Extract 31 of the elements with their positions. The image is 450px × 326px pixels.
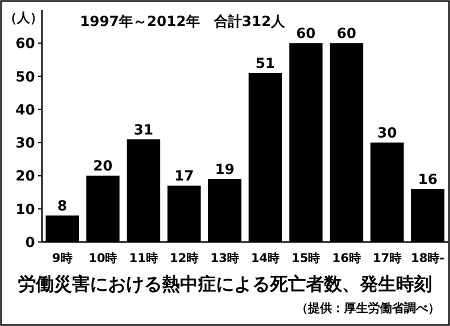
x-tick-label: 17時 — [372, 251, 402, 265]
data-label: 8 — [57, 198, 68, 214]
data-label: 31 — [134, 122, 154, 138]
data-label: 20 — [93, 158, 113, 175]
x-tick-label: 15時 — [292, 251, 320, 265]
y-tick-label: 0 — [25, 235, 36, 251]
data-label: 60 — [296, 26, 316, 42]
text: （提供：厚生労働省調べ） — [296, 301, 440, 315]
y-tick-label: 50 — [16, 69, 36, 86]
y-tick-label: 60 — [16, 36, 36, 52]
data-label: 30 — [377, 126, 398, 142]
data-label: 60 — [336, 26, 356, 42]
x-tick-label: 12時 — [170, 251, 198, 265]
x-tick-label: 9時 — [52, 251, 72, 265]
y-tick-label: 30 — [16, 136, 36, 152]
x-tick-label: 16時 — [332, 251, 361, 265]
x-tick-label: 11時 — [129, 251, 158, 265]
y-tick-label: 40 — [16, 102, 36, 118]
y-axis-title: （人） — [4, 11, 43, 26]
y-tick-label: 20 — [16, 168, 36, 185]
x-tick-label: 13時 — [210, 251, 240, 265]
y-tick-label: 10 — [16, 202, 36, 218]
x-tick-label: 14時 — [250, 251, 280, 265]
data-label: 19 — [214, 162, 234, 178]
data-label: 51 — [256, 56, 276, 72]
x-tick-label: 18時- — [410, 251, 445, 265]
text: 労働災害における熱中症による死亡者数、発生時刻 — [18, 274, 432, 295]
data-label: 16 — [418, 172, 438, 188]
chart-subtitle: 1997年～2012年 合計312人 — [80, 14, 286, 30]
x-tick-label: 10時 — [88, 251, 118, 265]
data-label: 17 — [174, 168, 194, 185]
